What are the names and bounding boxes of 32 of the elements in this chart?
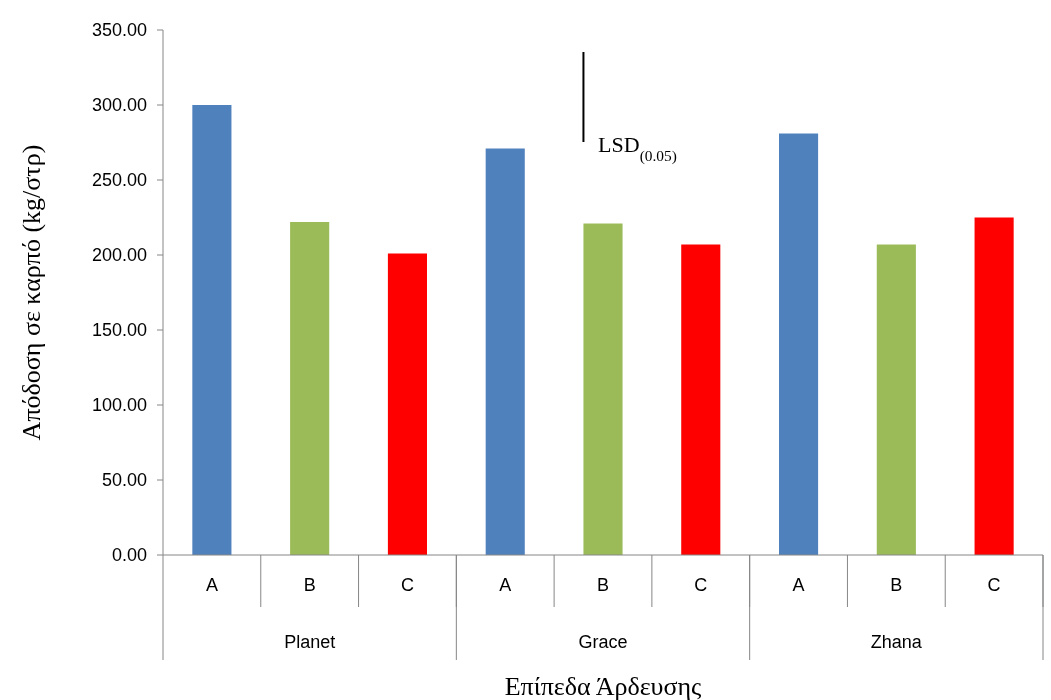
y-tick-label: 100.00 xyxy=(91,395,147,416)
bar xyxy=(681,244,721,555)
bar xyxy=(876,244,916,555)
y-tick-label: 250.00 xyxy=(91,170,147,191)
text: Planet xyxy=(284,632,336,652)
bar xyxy=(485,148,525,555)
annotation: LSD$_{(0.05)}$ xyxy=(598,132,677,165)
text: Zhana xyxy=(870,632,923,652)
y-tick-label: 350.00 xyxy=(91,20,147,41)
x-axis-title: Επίπεδα Άρδευσης xyxy=(504,672,703,700)
text: Grace xyxy=(578,632,628,652)
y-axis-title: Απόδοση σε καρπό (kg/στρ) xyxy=(17,144,46,441)
bar xyxy=(779,133,819,555)
x-tick-label: B xyxy=(890,575,903,595)
x-tick-label: A xyxy=(499,575,512,595)
x-tick-label: B xyxy=(596,575,610,595)
x-tick-label: B xyxy=(303,575,316,595)
x-tick-label: C xyxy=(400,575,414,595)
x-tick-label: C xyxy=(987,575,1001,595)
bar xyxy=(192,105,232,555)
y-tick-label: 50.00 xyxy=(101,470,147,491)
y-tick-label: 300.00 xyxy=(91,95,147,116)
y-tick-label: 0.00 xyxy=(111,545,147,566)
bar xyxy=(583,223,623,555)
bar xyxy=(290,222,330,555)
x-tick-label: A xyxy=(792,575,805,595)
bar xyxy=(974,217,1014,555)
y-tick-label: 150.00 xyxy=(91,320,147,341)
bar xyxy=(387,253,427,555)
x-tick-label: A xyxy=(205,575,218,595)
y-tick-label: 200.00 xyxy=(91,245,147,266)
x-tick-label: C xyxy=(694,575,708,595)
